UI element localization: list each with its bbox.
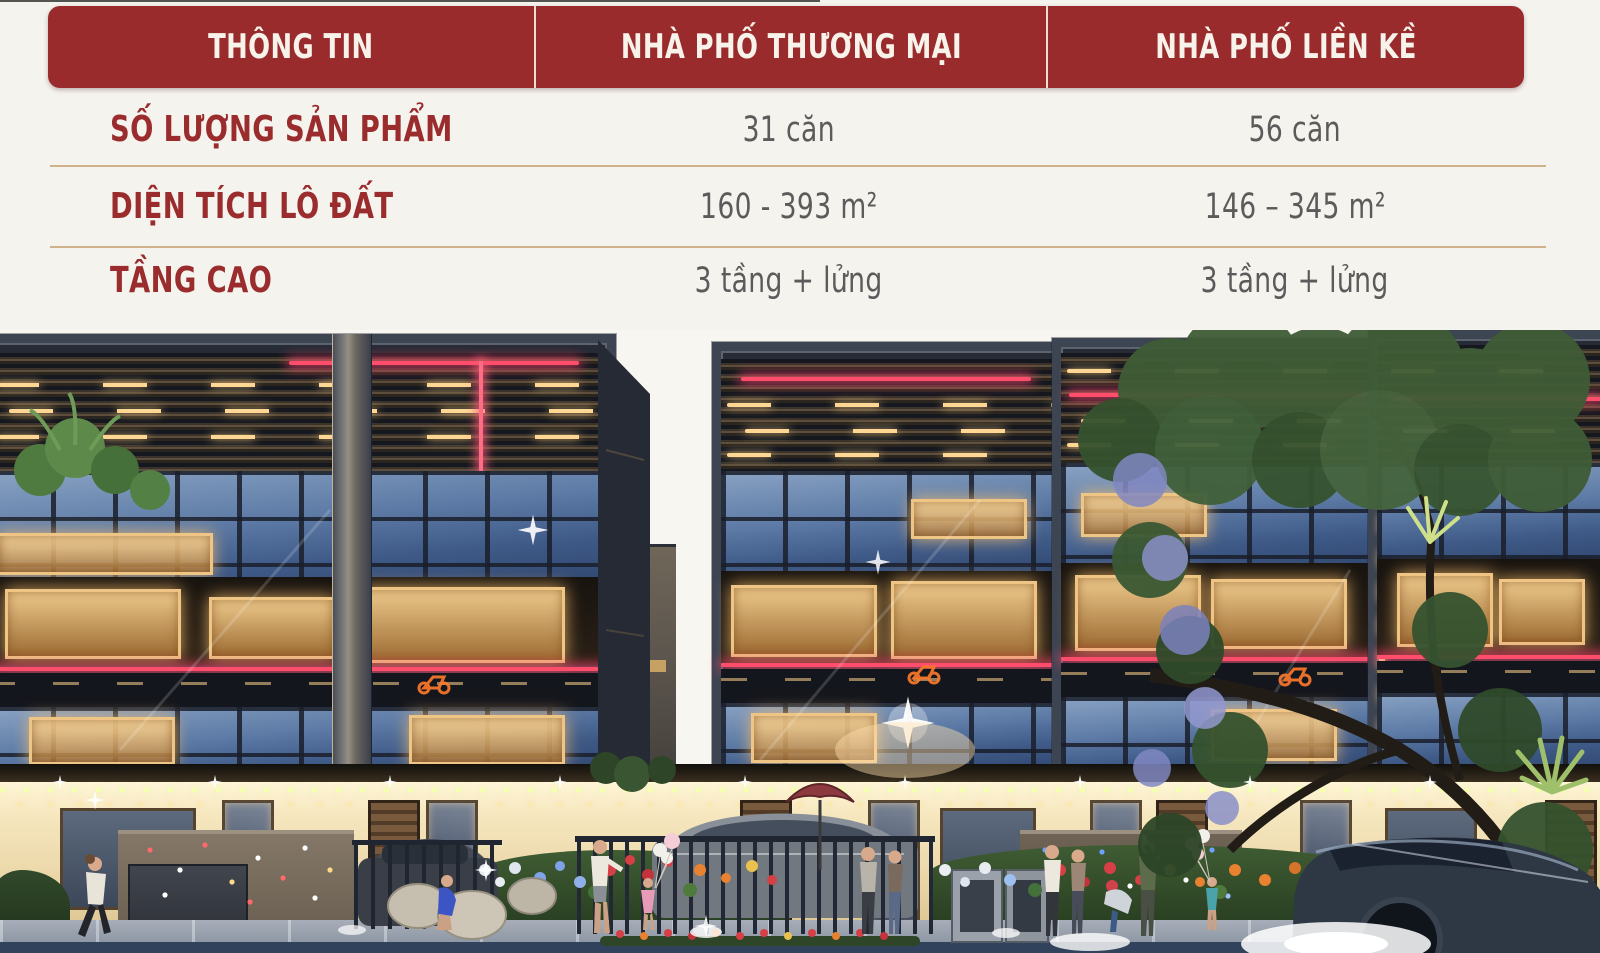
lit-room <box>359 587 565 663</box>
warm-light-strip <box>1391 369 1600 373</box>
warm-light-strip <box>1067 443 1357 447</box>
left-building-divider-pillar <box>332 334 372 775</box>
lit-room <box>29 717 175 765</box>
row-divider <box>50 165 1546 167</box>
row-value-floors-adjacent: 3 tầng + lửng <box>1200 261 1389 301</box>
red-led-strip <box>741 377 1031 381</box>
row-label-floors: TẦNG CAO <box>110 260 273 301</box>
lit-room <box>409 715 565 765</box>
street-curb <box>0 942 1600 953</box>
distant-building <box>598 544 676 782</box>
lit-room <box>1081 493 1207 537</box>
header-label: NHÀ PHỐ THƯƠNG MẠI <box>620 27 962 67</box>
red-led-strip <box>289 361 579 365</box>
warm-light-strip <box>9 409 601 413</box>
far-right-lower-glass <box>1377 693 1600 766</box>
row-value-area-adjacent: 146 – 345 m² <box>1204 187 1386 227</box>
middle-upper-glass <box>721 471 1061 571</box>
header-label: NHÀ PHỐ LIỀN KỀ <box>1155 27 1417 67</box>
lit-room <box>1499 579 1585 645</box>
right-balcony-band <box>1061 663 1377 697</box>
middle-lit-floor <box>721 571 1061 663</box>
left-lit-floor <box>0 577 607 665</box>
row-divider <box>50 246 1546 248</box>
string-lights-row <box>0 788 1600 792</box>
lit-room <box>209 597 335 659</box>
left-balcony-band <box>0 673 607 707</box>
warm-light-strip <box>1067 369 1371 373</box>
header-cell-info: THÔNG TIN <box>48 6 534 88</box>
distant-lit-window <box>640 660 666 672</box>
red-led-strip <box>1069 393 1369 397</box>
lit-room <box>911 499 1027 539</box>
far-right-balcony-band <box>1377 661 1600 693</box>
distant-lit-window <box>612 714 642 726</box>
lit-room <box>1075 575 1201 651</box>
row-value-quantity-adjacent: 56 căn <box>1248 110 1342 150</box>
lit-room <box>0 533 213 575</box>
row-value-quantity-commercial: 31 căn <box>742 110 836 150</box>
row-value-area-commercial: 160 - 393 m² <box>700 187 878 227</box>
header-cell-commercial: NHÀ PHỐ THƯƠNG MẠI <box>534 6 1045 88</box>
middle-lower-glass <box>721 703 1061 766</box>
lit-room <box>1397 573 1493 647</box>
warm-light-strip <box>1403 429 1600 433</box>
warm-light-strip <box>0 383 601 387</box>
lit-room <box>891 581 1037 659</box>
far-right-building <box>1368 330 1600 793</box>
far-right-upper-glass <box>1377 463 1600 559</box>
image-top-edge-line <box>0 0 820 2</box>
entry-door-wood <box>368 800 420 926</box>
left-upper-glass <box>0 471 607 577</box>
balcony-red-led <box>1377 655 1600 659</box>
ground-canopy <box>0 764 1600 782</box>
warm-light-strip <box>727 453 1037 457</box>
lit-room <box>1211 579 1347 649</box>
townhouse-night-render <box>0 330 1600 953</box>
row-label-quantity: SỐ LƯỢNG SẢN PHẨM <box>110 109 453 150</box>
table-header-bar: THÔNG TIN NHÀ PHỐ THƯƠNG MẠI NHÀ PHỐ LIỀ… <box>48 6 1524 88</box>
far-right-lit-floor <box>1377 559 1600 655</box>
middle-roof-louvers <box>721 359 1061 471</box>
lit-room <box>5 589 181 659</box>
middle-balcony-band <box>721 669 1061 703</box>
lit-room <box>751 713 877 763</box>
right-roof-louvers <box>1061 353 1377 463</box>
right-building <box>1052 338 1386 793</box>
right-lower-glass <box>1061 697 1377 766</box>
middle-building <box>712 342 1070 793</box>
left-lower-glass <box>0 707 607 766</box>
header-cell-adjacent: NHÀ PHỐ LIỀN KỀ <box>1045 6 1524 88</box>
far-right-roof-louvers <box>1377 345 1600 463</box>
distant-lit-window <box>610 630 630 644</box>
entry-door-wood <box>1545 800 1597 926</box>
warm-light-strip <box>727 403 1055 407</box>
lit-room <box>1211 709 1337 761</box>
right-lit-floor <box>1061 563 1377 657</box>
left-roof-louvers <box>0 353 607 471</box>
red-led-strip-vertical <box>479 361 483 471</box>
row-value-floors-commercial: 3 tầng + lửng <box>694 261 883 301</box>
string-lights-row <box>0 803 1600 806</box>
warm-light-strip <box>0 435 587 439</box>
header-label: THÔNG TIN <box>208 27 374 67</box>
lit-room <box>731 585 877 657</box>
entry-door-glass <box>868 800 920 926</box>
balcony-red-led <box>721 663 1061 667</box>
left-building <box>0 334 616 793</box>
warm-light-strip <box>1081 419 1371 423</box>
balcony-red-led <box>1061 657 1377 661</box>
warm-light-strip <box>745 429 1055 433</box>
row-label-area: DIỆN TÍCH LÔ ĐẤT <box>110 186 394 227</box>
red-led-strip <box>1391 397 1600 401</box>
right-upper-glass <box>1061 463 1377 563</box>
balcony-red-led <box>0 667 607 671</box>
